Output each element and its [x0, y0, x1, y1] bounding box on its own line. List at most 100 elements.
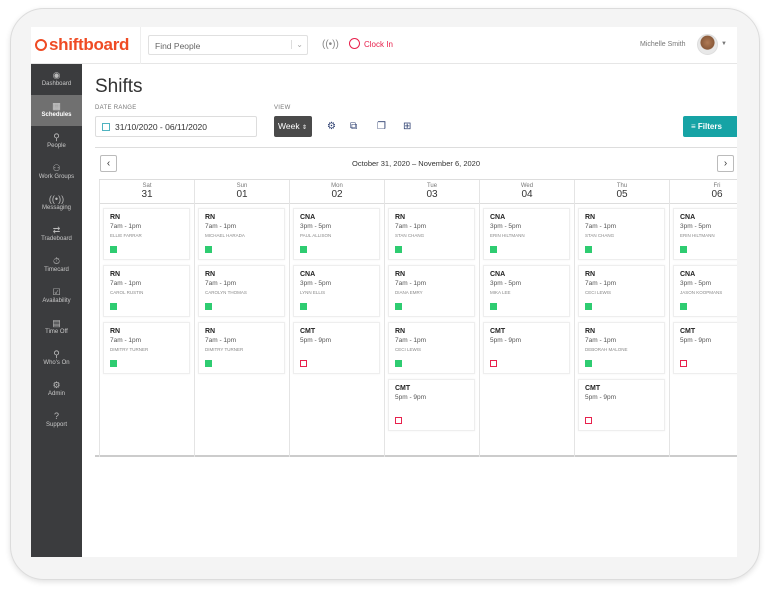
shiftboard-logo[interactable]: shiftboard: [35, 35, 129, 55]
day-header: Fri 06: [670, 180, 737, 204]
chevron-down-icon[interactable]: ⌄: [291, 40, 303, 49]
shift-card[interactable]: CNA 3pm - 5pm Paul Allison: [293, 208, 380, 260]
settings-icon[interactable]: ⚙: [327, 121, 336, 132]
shift-time: 5pm - 9pm: [300, 337, 332, 344]
shift-card[interactable]: CNA 3pm - 5pm Erin Hiltmann: [673, 208, 737, 260]
day-column: Sat 31 RN 7am - 1pm Ellie Farrar RN 7am - 1pm C…: [99, 180, 194, 457]
shift-role: CMT: [490, 328, 506, 335]
sidebar-item-schedules[interactable]: ▦ Schedules: [31, 95, 82, 126]
filled-shift-status-icon: [395, 303, 402, 310]
sidebar-item-label: Work Groups: [38, 174, 75, 180]
avatar[interactable]: [697, 34, 718, 55]
day-name: Thu: [616, 183, 628, 189]
day-date: 31: [141, 189, 153, 200]
date-range-input[interactable]: 31/10/2020 - 06/11/2020: [95, 116, 257, 137]
user-name[interactable]: Michelle Smith: [640, 41, 686, 48]
shift-role: RN: [110, 271, 121, 278]
copy-schedule-icon[interactable]: ⧉: [350, 121, 358, 132]
caret-down-icon[interactable]: ▼: [721, 41, 727, 47]
sidebar-item-admin[interactable]: ⚙ Admin: [31, 374, 82, 405]
divider: [140, 27, 141, 64]
shift-role: RN: [110, 328, 121, 335]
shift-card[interactable]: RN 7am - 1pm Carolyn Thomas: [198, 265, 285, 317]
shift-person: Jason Koopmans: [680, 290, 723, 295]
shift-role: RN: [585, 214, 596, 221]
shift-card[interactable]: RN 7am - 1pm Dimitry Turner: [198, 322, 285, 374]
filled-shift-status-icon: [490, 246, 497, 253]
sidebar-item-availability[interactable]: ☑ Availability: [31, 281, 82, 312]
previous-week-button[interactable]: ‹: [100, 155, 117, 172]
filled-shift-status-icon: [585, 303, 592, 310]
day-name: Mon: [331, 183, 343, 189]
shift-card[interactable]: CMT 5pm - 9pm: [293, 322, 380, 374]
shift-card[interactable]: RN 7am - 1pm Ceci Lewis: [388, 322, 475, 374]
shift-card[interactable]: RN 7am - 1pm Dimitry Turner: [103, 322, 190, 374]
day-name: Fri: [713, 183, 721, 189]
calendar-off-icon: ▤: [52, 318, 61, 328]
shift-card[interactable]: RN 7am - 1pm Carol Rustin: [103, 265, 190, 317]
shift-card[interactable]: CMT 5pm - 9pm: [578, 379, 665, 431]
shift-card[interactable]: CMT 5pm - 9pm: [388, 379, 475, 431]
shift-role: RN: [110, 214, 121, 221]
shift-time: 7am - 1pm: [205, 337, 237, 344]
calendar-range-title: October 31, 2020 – November 6, 2020: [352, 159, 480, 168]
sidebar-item-tradeboard[interactable]: ⇄ Tradeboard: [31, 219, 82, 250]
shift-card[interactable]: RN 7am - 1pm Stan Chang: [578, 208, 665, 260]
filled-shift-status-icon: [205, 360, 212, 367]
sidebar-item-label: Schedules: [41, 112, 72, 118]
shift-role: CNA: [680, 214, 696, 221]
sidebar-item-work-groups[interactable]: ⚇ Work Groups: [31, 157, 82, 188]
shift-person: Mika Lee: [490, 290, 511, 295]
shift-person: Michael Harada: [205, 233, 245, 238]
view-select[interactable]: Week ⇕: [274, 116, 312, 137]
shift-card[interactable]: CMT 5pm - 9pm: [483, 322, 570, 374]
sidebar-item-who-s-on[interactable]: ⚲ Who's On: [31, 343, 82, 374]
day-header: Sat 31: [100, 180, 194, 204]
shift-card[interactable]: RN 7am - 1pm Ellie Farrar: [103, 208, 190, 260]
shift-card[interactable]: RN 7am - 1pm Stan Chang: [388, 208, 475, 260]
shift-person: Ceci Lewis: [585, 290, 612, 295]
shift-time: 3pm - 5pm: [490, 223, 522, 230]
sidebar-item-timecard[interactable]: ⏱ Timecard: [31, 250, 82, 281]
day-name: Sun: [236, 183, 248, 189]
broadcast-icon[interactable]: ((•)): [322, 39, 339, 50]
shift-card[interactable]: RN 7am - 1pm Michael Harada: [198, 208, 285, 260]
shift-role: CMT: [395, 385, 411, 392]
logo-text: shiftboard: [49, 35, 130, 54]
next-week-button[interactable]: ›: [717, 155, 734, 172]
shift-person: Stan Chang: [395, 233, 425, 238]
clock-in-button[interactable]: Clock In: [349, 38, 393, 49]
sidebar-item-people[interactable]: ⚲ People: [31, 126, 82, 157]
shift-person: Erin Hiltmann: [490, 233, 525, 238]
sidebar-item-messaging[interactable]: ((•)) Messaging: [31, 188, 82, 219]
shift-person: Erin Hiltmann: [680, 233, 715, 238]
shift-card[interactable]: RN 7am - 1pm Deborah Malone: [578, 322, 665, 374]
clock-in-label: Clock In: [364, 40, 393, 49]
shift-card[interactable]: RN 7am - 1pm Diana Emry: [388, 265, 475, 317]
filled-shift-status-icon: [110, 246, 117, 253]
main-content: Shifts DATE RANGE 31/10/2020 - 06/11/202…: [82, 64, 737, 557]
shift-card[interactable]: CNA 3pm - 5pm Jason Koopmans: [673, 265, 737, 317]
shift-time: 7am - 1pm: [110, 337, 142, 344]
shift-card[interactable]: RN 7am - 1pm Ceci Lewis: [578, 265, 665, 317]
shift-card[interactable]: CNA 3pm - 5pm Lynn Ellis: [293, 265, 380, 317]
open-shift-status-icon: [585, 417, 592, 424]
sidebar-item-dashboard[interactable]: ◉ Dashboard: [31, 64, 82, 95]
shift-person: Paul Allison: [300, 233, 332, 238]
duplicate-icon[interactable]: ❐: [377, 121, 386, 132]
shift-role: CMT: [585, 385, 601, 392]
add-shift-icon[interactable]: ⊞: [403, 121, 412, 132]
help-icon: ?: [53, 411, 59, 421]
shift-card[interactable]: CNA 3pm - 5pm Mika Lee: [483, 265, 570, 317]
day-name: Tue: [426, 183, 438, 189]
filters-button[interactable]: ≡ Filters: [683, 116, 737, 137]
day-header: Tue 03: [385, 180, 479, 204]
sidebar-item-time-off[interactable]: ▤ Time Off: [31, 312, 82, 343]
sidebar-item-support[interactable]: ? Support: [31, 405, 82, 436]
view-label: VIEW: [274, 105, 291, 111]
find-people-input[interactable]: Find People ⌄: [148, 35, 308, 55]
shift-card[interactable]: CNA 3pm - 5pm Erin Hiltmann: [483, 208, 570, 260]
shift-card[interactable]: CMT 5pm - 9pm: [673, 322, 737, 374]
shift-time: 5pm - 9pm: [585, 394, 617, 401]
swap-icon: ⇄: [52, 225, 61, 235]
